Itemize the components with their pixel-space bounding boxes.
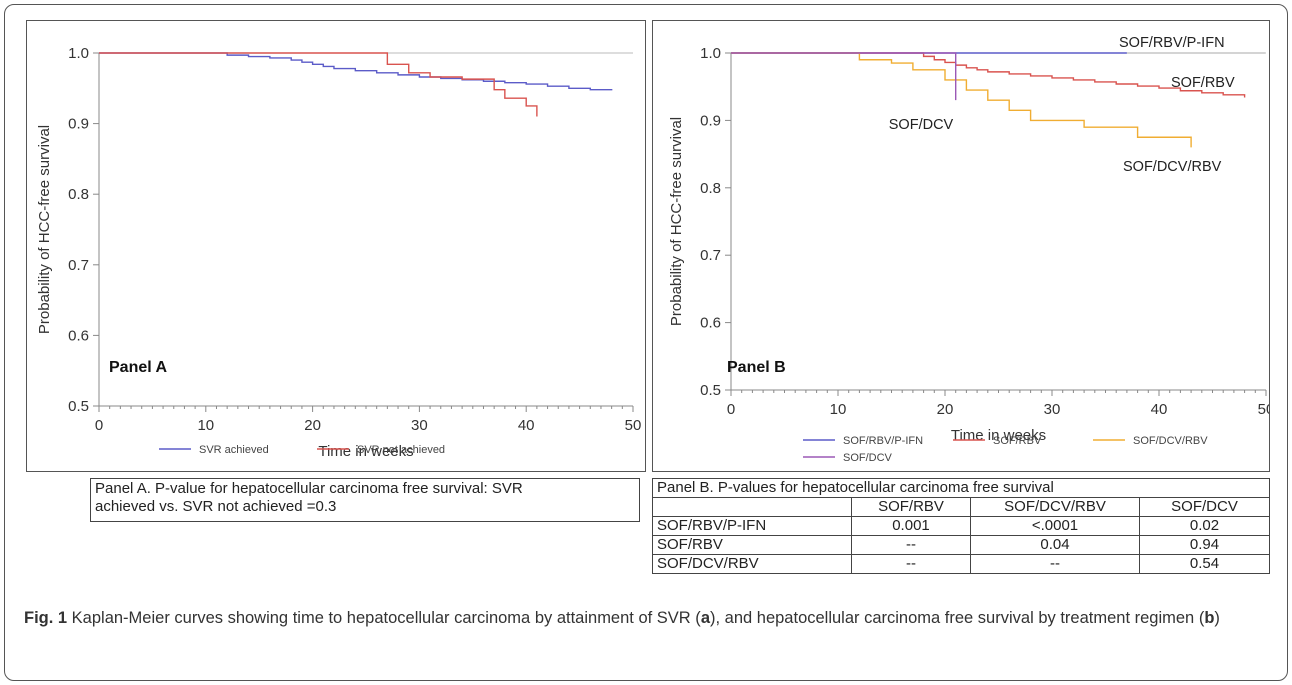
table-cell: 0.02	[1139, 516, 1270, 536]
x-tick-label: 30	[411, 417, 428, 434]
series-line	[99, 52, 538, 117]
x-tick-label: 50	[1258, 401, 1269, 418]
table-cell: 0.94	[1139, 535, 1270, 555]
figure-frame	[4, 4, 1288, 681]
x-tick-label: 0	[727, 401, 735, 418]
x-tick-label: 0	[95, 417, 103, 434]
table-header-row: SOF/RBV SOF/DCV/RBV SOF/DCV	[652, 497, 1270, 517]
legend-label: SOF/RBV	[993, 435, 1042, 447]
panel-a-pvalue-line1: Panel A. P-value for hepatocellular carc…	[95, 480, 523, 497]
table-cell: SOF/RBV	[652, 535, 852, 555]
legend-label: SOF/RBV/P-IFN	[843, 435, 923, 447]
legend-label: SOF/DCV/RBV	[1133, 435, 1208, 447]
caption-text-1: Kaplan-Meier curves showing time to hepa…	[67, 609, 701, 627]
figure-caption: Fig. 1 Kaplan-Meier curves showing time …	[24, 606, 1264, 630]
table-cell: 0.001	[851, 516, 971, 536]
y-tick-label: 0.7	[700, 247, 721, 264]
y-tick-label: 0.9	[68, 116, 89, 133]
table-header-cell: SOF/DCV	[1139, 497, 1270, 517]
x-tick-label: 10	[197, 417, 214, 434]
annotation-label: SOF/RBV	[1171, 75, 1235, 91]
y-tick-label: 1.0	[700, 45, 721, 62]
y-axis-label: Probability of HCC-free survival	[668, 117, 685, 326]
caption-fig-label: Fig. 1	[24, 609, 68, 627]
annotation-label: SOF/DCV/RBV	[1123, 159, 1222, 175]
x-tick-label: 40	[518, 417, 535, 434]
table-title: Panel B. P-values for hepatocellular car…	[652, 478, 1270, 498]
panel-label: Panel B	[727, 359, 786, 376]
y-tick-label: 0.8	[68, 186, 89, 203]
series-line	[731, 52, 1246, 98]
y-tick-label: 0.5	[68, 398, 89, 415]
x-axis-label: Time in weeks	[318, 443, 413, 460]
panel-a-pvalue-line2: achieved vs. SVR not achieved =0.3	[95, 498, 337, 515]
y-tick-label: 1.0	[68, 45, 89, 62]
y-tick-label: 0.8	[700, 180, 721, 197]
table-row: SOF/DCV/RBV -- -- 0.54	[652, 554, 1270, 574]
table-cell: SOF/DCV/RBV	[652, 554, 852, 574]
table-row: SOF/RBV/P-IFN 0.001 <.0001 0.02	[652, 516, 1270, 536]
panel-b-pvalue-table: Panel B. P-values for hepatocellular car…	[652, 478, 1270, 574]
table-row: SOF/RBV -- 0.04 0.94	[652, 535, 1270, 555]
table-header-cell	[652, 497, 852, 517]
y-tick-label: 0.5	[700, 382, 721, 399]
x-tick-label: 40	[1151, 401, 1168, 418]
y-tick-label: 0.7	[68, 257, 89, 274]
annotation-label: SOF/DCV	[889, 117, 954, 133]
y-tick-label: 0.9	[700, 112, 721, 129]
legend-label: SVR achieved	[199, 444, 269, 456]
series-line	[731, 52, 957, 101]
x-tick-label: 20	[304, 417, 321, 434]
caption-ref-b: b	[1204, 609, 1215, 627]
table-cell: <.0001	[970, 516, 1140, 536]
x-tick-label: 50	[625, 417, 642, 434]
y-tick-label: 0.6	[68, 327, 89, 344]
panel-a-box: 0 10 20 30 40 50 0.5 0.6 0.7 0.8 0.9 1.0 Time in wee…	[26, 20, 646, 472]
x-tick-label: 30	[1044, 401, 1061, 418]
table-cell: SOF/RBV/P-IFN	[652, 516, 852, 536]
legend-label: SVR not achieved	[357, 444, 445, 456]
y-axis-label: Probability of HCC-free survival	[36, 125, 53, 334]
caption-ref-a: a	[700, 609, 710, 627]
x-tick-label: 20	[937, 401, 954, 418]
legend-label: SOF/DCV	[843, 452, 893, 464]
series-line	[99, 52, 613, 91]
caption-text-3: )	[1214, 609, 1220, 627]
table-header-cell: SOF/DCV/RBV	[970, 497, 1140, 517]
table-cell: --	[851, 535, 971, 555]
y-tick-label: 0.6	[700, 315, 721, 332]
table-cell: --	[851, 554, 971, 574]
table-header-cell: SOF/RBV	[851, 497, 971, 517]
caption-text-2: ), and hepatocellular carcinoma free sur…	[710, 609, 1205, 627]
annotation-label: SOF/RBV/P-IFN	[1119, 35, 1225, 51]
x-tick-label: 10	[830, 401, 847, 418]
table-cell: 0.04	[970, 535, 1140, 555]
table-cell: 0.54	[1139, 554, 1270, 574]
panel-label: Panel A	[109, 359, 168, 376]
table-title-row: Panel B. P-values for hepatocellular car…	[652, 478, 1270, 498]
panel-a-chart: 0 10 20 30 40 50 0.5 0.6 0.7 0.8 0.9 1.0 Time in wee…	[36, 45, 642, 460]
series-line	[731, 52, 1192, 148]
panel-a-pvalue-box: Panel A. P-value for hepatocellular carc…	[90, 478, 640, 522]
table-cell: --	[970, 554, 1140, 574]
